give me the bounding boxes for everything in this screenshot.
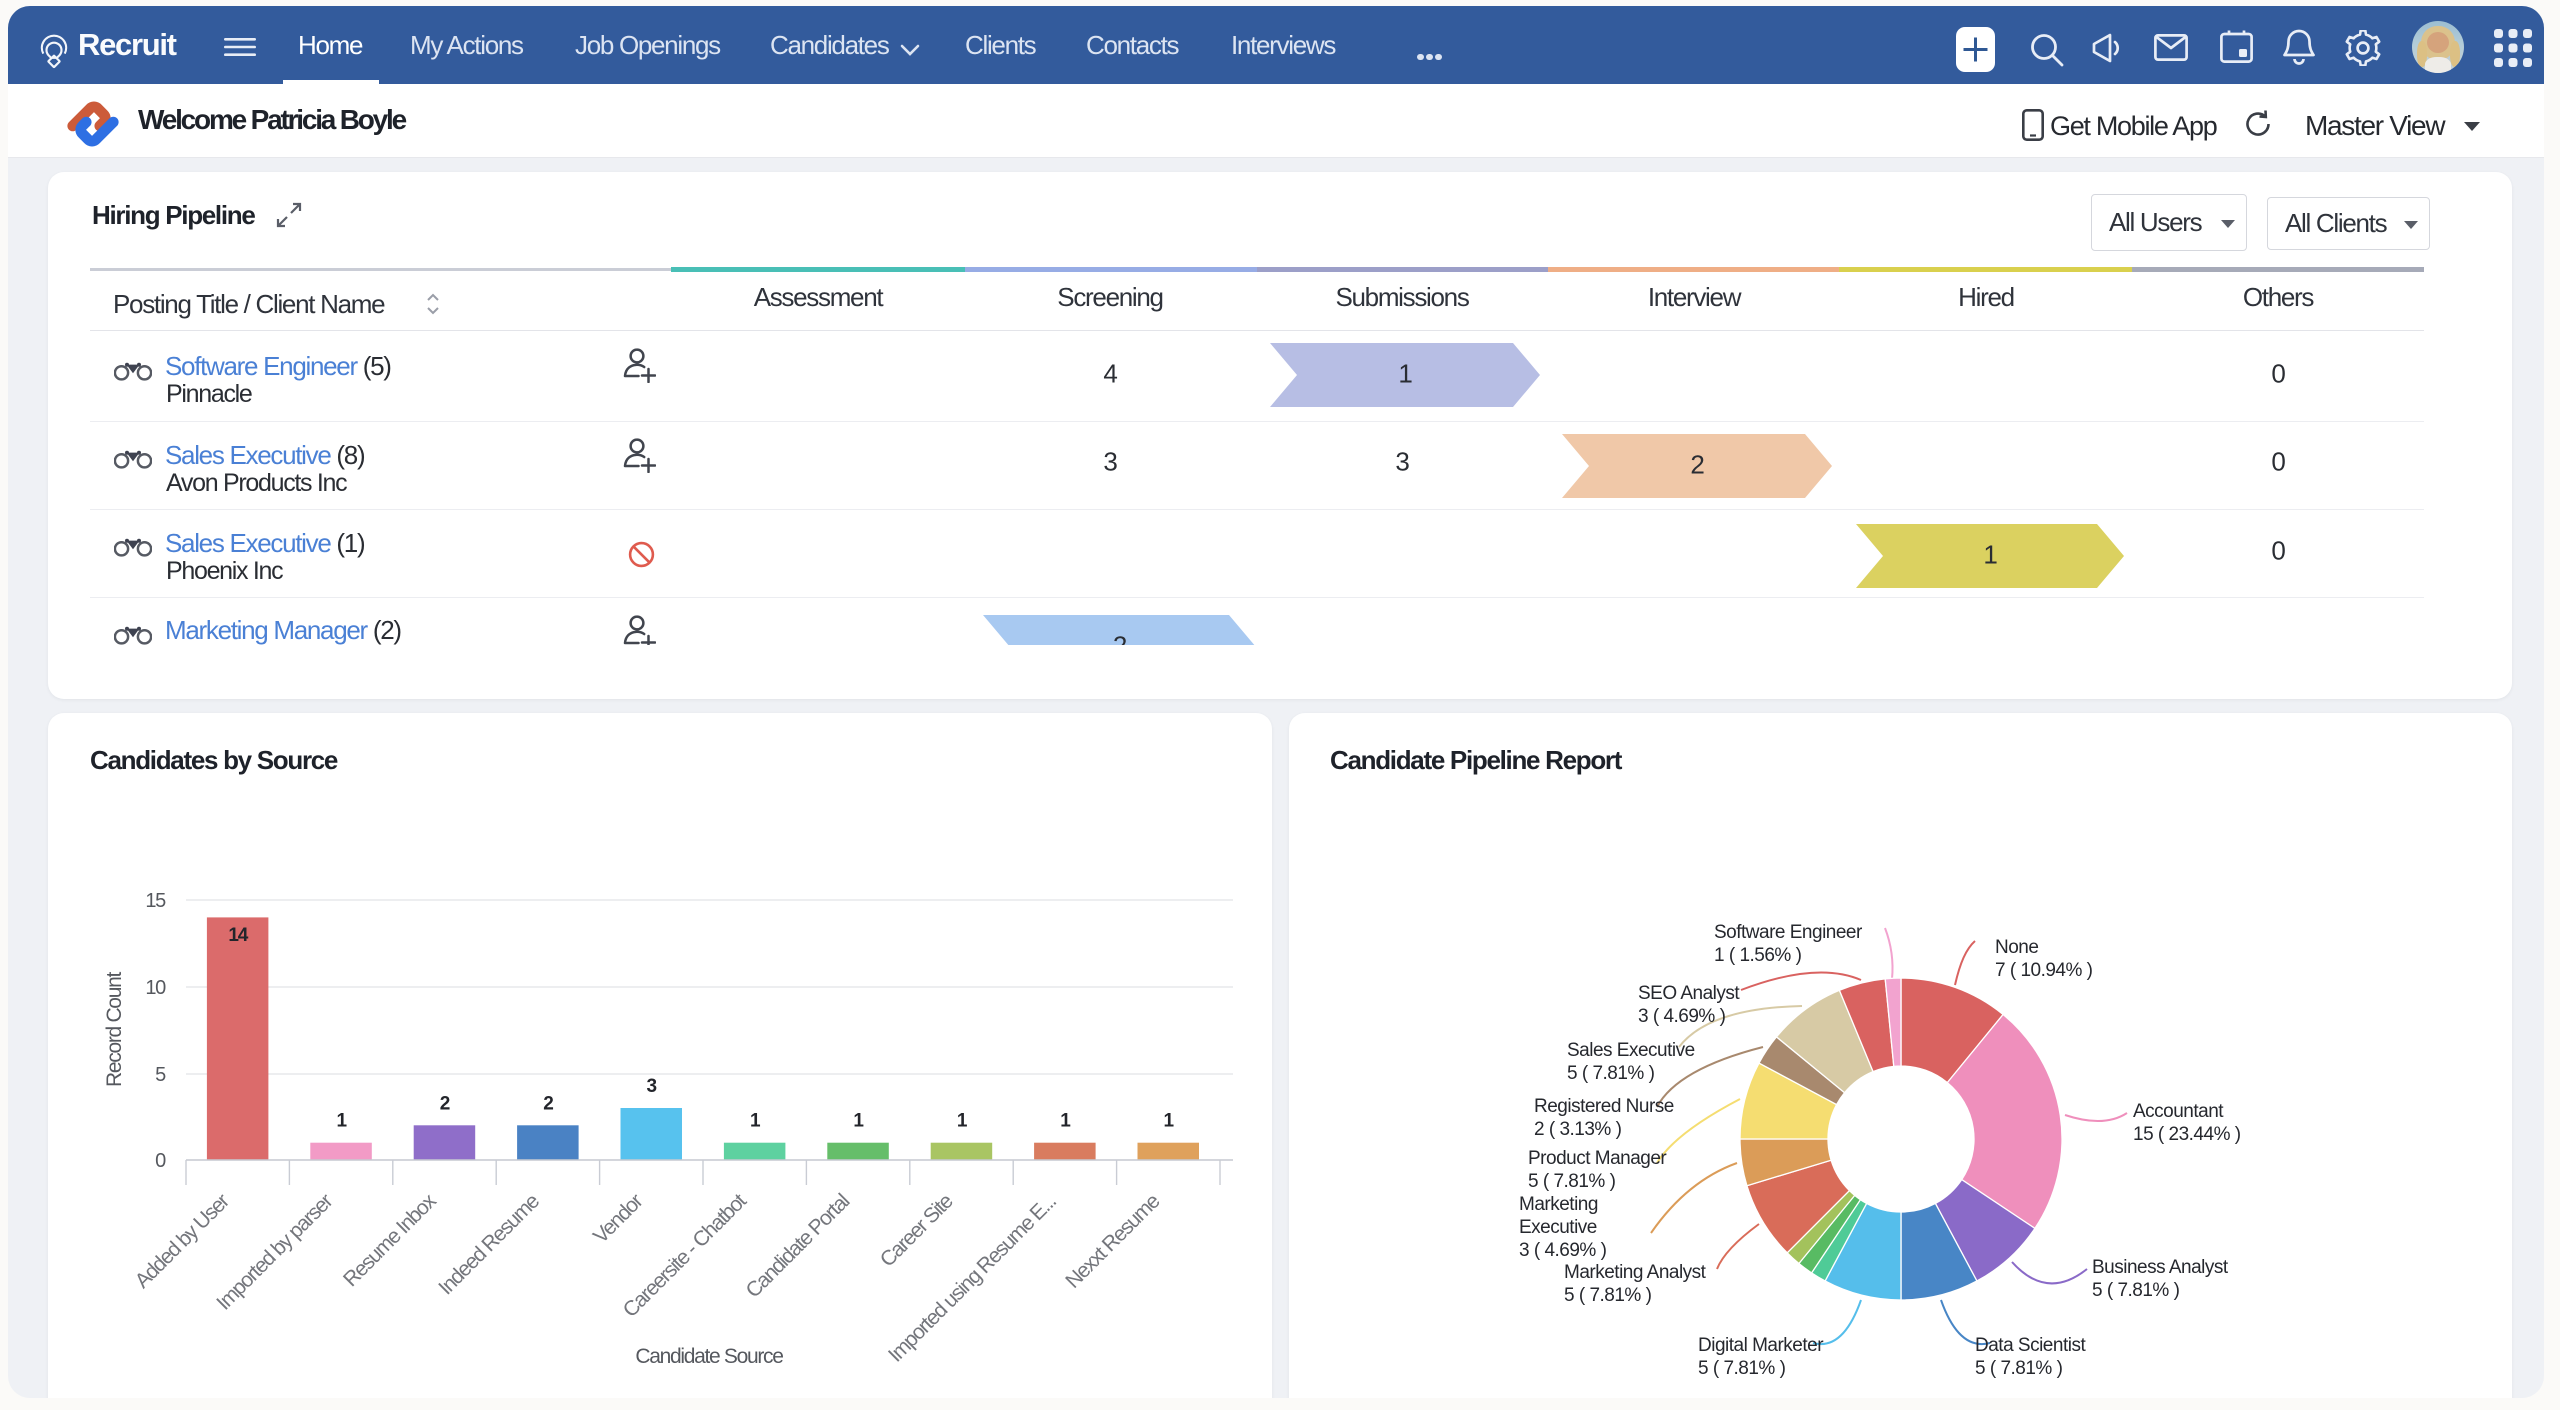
- svg-text:5 ( 7.81% ): 5 ( 7.81% ): [2092, 1280, 2180, 1301]
- svg-text:10: 10: [145, 977, 166, 999]
- svg-text:Digital Marketer: Digital Marketer: [1698, 1335, 1824, 1356]
- svg-text:3 ( 4.69% ): 3 ( 4.69% ): [1638, 1006, 1726, 1027]
- svg-text:2 ( 3.13% ): 2 ( 3.13% ): [1534, 1119, 1622, 1140]
- svg-text:Record Count: Record Count: [103, 972, 126, 1087]
- svg-text:Executive: Executive: [1519, 1217, 1597, 1238]
- svg-text:1: 1: [957, 1111, 968, 1132]
- svg-text:3: 3: [647, 1076, 657, 1097]
- svg-text:Nexxt Resume: Nexxt Resume: [1061, 1190, 1164, 1293]
- svg-text:Software Engineer: Software Engineer: [1714, 922, 1863, 943]
- svg-text:1 ( 1.56% ): 1 ( 1.56% ): [1714, 945, 1802, 966]
- svg-text:1: 1: [1164, 1111, 1175, 1132]
- svg-text:Marketing: Marketing: [1519, 1194, 1598, 1215]
- svg-text:Data Scientist: Data Scientist: [1975, 1335, 2086, 1356]
- svg-text:Product Manager: Product Manager: [1528, 1148, 1667, 1169]
- svg-text:1: 1: [750, 1111, 761, 1132]
- svg-text:7 ( 10.94% ): 7 ( 10.94% ): [1995, 960, 2093, 981]
- svg-text:None: None: [1995, 937, 2038, 958]
- svg-text:2: 2: [543, 1093, 553, 1114]
- svg-text:1: 1: [853, 1111, 864, 1132]
- svg-text:15 ( 23.44% ): 15 ( 23.44% ): [2133, 1124, 2241, 1145]
- svg-text:Registered Nurse: Registered Nurse: [1534, 1096, 1674, 1117]
- svg-text:Business Analyst: Business Analyst: [2092, 1257, 2229, 1278]
- svg-text:Indeed Resume: Indeed Resume: [434, 1190, 544, 1300]
- svg-text:Career Site: Career Site: [876, 1190, 958, 1272]
- svg-text:Sales Executive: Sales Executive: [1567, 1040, 1695, 1061]
- svg-text:SEO Analyst: SEO Analyst: [1638, 983, 1740, 1004]
- svg-text:0: 0: [155, 1150, 166, 1172]
- svg-text:1: 1: [1060, 1111, 1071, 1132]
- svg-text:5 ( 7.81% ): 5 ( 7.81% ): [1698, 1358, 1786, 1379]
- svg-text:15: 15: [145, 890, 166, 912]
- svg-text:3 ( 4.69% ): 3 ( 4.69% ): [1519, 1240, 1607, 1261]
- svg-text:5: 5: [155, 1064, 166, 1086]
- svg-text:Candidate Portal: Candidate Portal: [741, 1190, 854, 1303]
- svg-text:5 ( 7.81% ): 5 ( 7.81% ): [1975, 1358, 2063, 1379]
- svg-text:2: 2: [440, 1093, 450, 1114]
- svg-text:5 ( 7.81% ): 5 ( 7.81% ): [1528, 1171, 1616, 1192]
- svg-text:Imported using Resume E...: Imported using Resume E...: [884, 1190, 1060, 1366]
- svg-text:Resume Inbox: Resume Inbox: [339, 1189, 441, 1291]
- svg-text:Vendor: Vendor: [589, 1189, 648, 1248]
- svg-text:Added by User: Added by User: [131, 1189, 234, 1292]
- svg-text:14: 14: [228, 925, 248, 946]
- svg-text:Accountant: Accountant: [2133, 1101, 2224, 1122]
- svg-text:5 ( 7.81% ): 5 ( 7.81% ): [1564, 1285, 1652, 1306]
- svg-text:Marketing Analyst: Marketing Analyst: [1564, 1262, 1707, 1283]
- svg-text:Candidate Source: Candidate Source: [635, 1345, 783, 1368]
- svg-text:5 ( 7.81% ): 5 ( 7.81% ): [1567, 1063, 1655, 1084]
- svg-text:1: 1: [336, 1111, 347, 1132]
